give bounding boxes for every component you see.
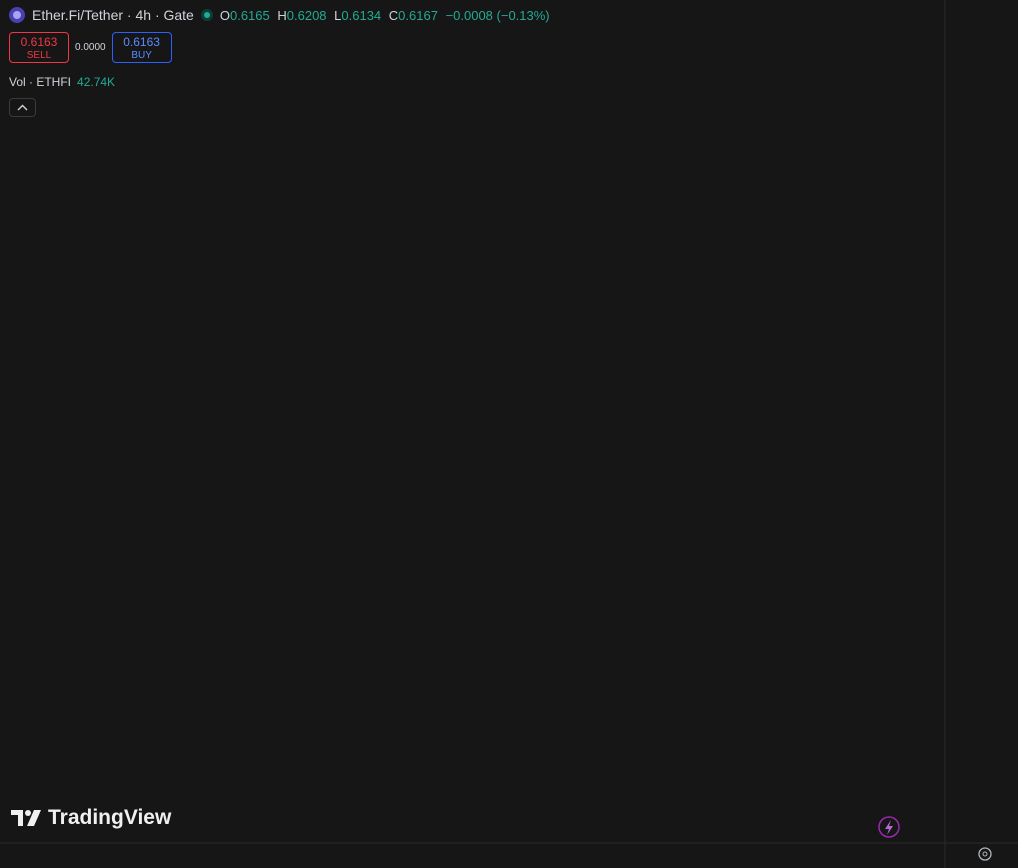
buy-label: BUY — [131, 50, 152, 61]
volume-value: 42.74K — [77, 75, 116, 89]
volume-label: Vol · ETHFI — [9, 75, 72, 89]
logo: TradingView — [10, 806, 171, 830]
sell-price: 0.6163 — [20, 35, 58, 49]
spread: 0.0000 — [75, 42, 106, 53]
buy-button[interactable]: 0.6163 BUY — [111, 32, 172, 63]
sell-label: SELL — [26, 50, 52, 61]
close: 0.6167 — [398, 7, 438, 23]
caret-icon — [17, 104, 28, 111]
high: 0.6208 — [286, 7, 327, 23]
collapse-button[interactable] — [9, 98, 36, 117]
settings-icon[interactable] — [978, 847, 992, 861]
logo-text: TradingView — [48, 806, 172, 829]
low: 0.6134 — [341, 7, 382, 23]
ohlc-label: O — [219, 7, 230, 23]
symbol[interactable]: Ether.Fi/Tether · 4h · Gate — [32, 7, 194, 23]
trade-buttons: 0.6163 SELL 0.0000 0.6163 BUY — [9, 32, 172, 63]
volume-legend: Vol · ETHFI 42.74K — [9, 75, 115, 89]
flash-bolt — [885, 820, 893, 835]
settings-icon-center — [982, 851, 988, 857]
buy-price: 0.6163 — [123, 35, 160, 49]
change: −0.0008 (−0.13%) — [445, 7, 550, 23]
open: 0.6165 — [229, 7, 270, 23]
ohlc: O0.6165 H0.6208 L0.6134 C0.6167 −0.0008 … — [220, 8, 554, 23]
ohlc-label: L — [334, 7, 342, 23]
symbol-icon — [9, 7, 25, 23]
flash-icon[interactable] — [878, 816, 900, 838]
legend: Ether.Fi/Tether · 4h · Gate O0.6165 H0.6… — [8, 6, 554, 24]
ohlc-label: C — [388, 7, 399, 23]
ohlc-label: H — [277, 7, 287, 23]
logo-mark — [11, 810, 41, 826]
status-dot — [200, 9, 213, 21]
sell-button[interactable]: 0.6163 SELL — [9, 32, 69, 63]
